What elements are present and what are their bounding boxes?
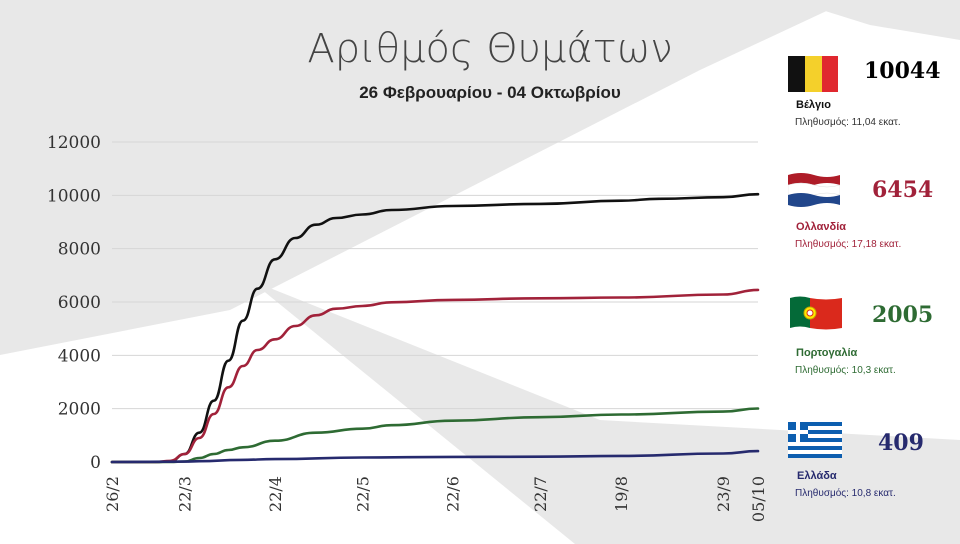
greece-population: Πληθυσμός: 10,8 εκατ.: [795, 488, 896, 499]
series-line: [110, 449, 760, 464]
x-tick-label: 23/9: [714, 476, 733, 512]
bg-gray-bottom-band: [250, 280, 960, 544]
bg-gray-top-left: [0, 0, 850, 355]
netherlands-name: Ολλανδία: [796, 221, 847, 233]
belgium-name: Βέλγιο: [796, 99, 831, 111]
belgium-flag-icon: [788, 56, 838, 92]
belgium-population: Πληθυσμός: 11,04 εκατ.: [795, 117, 901, 128]
portugal-flag-icon: [790, 296, 842, 330]
y-tick-labels: 0 2000 4000 6000 8000 10000 12000: [47, 133, 101, 473]
netherlands-population: Πληθυσμός: 17,18 εκατ.: [795, 239, 902, 250]
x-tick-label: 05/10: [749, 476, 768, 522]
netherlands-flag-icon: [788, 173, 840, 207]
y-tick-label: 8000: [58, 240, 101, 260]
bg-gray-top-right: [790, 0, 960, 40]
chart-subtitle: 26 Φεβρουαρίου - 04 Οκτωβρίου: [359, 83, 621, 102]
x-tick-label: 26/2: [103, 476, 122, 512]
y-tick-label: 10000: [47, 186, 101, 206]
x-tick-label: 22/5: [353, 476, 372, 512]
grid-layer: [112, 141, 758, 410]
x-tick-labels: 26/2 22/3 22/4 22/5 22/6 22/7 19/8 23/9 05/10: [103, 476, 768, 522]
x-tick-label: 22/7: [531, 476, 550, 512]
y-tick-label: 4000: [58, 346, 101, 366]
y-tick-label: 12000: [47, 133, 101, 153]
greece-deaths: 409: [878, 430, 924, 456]
y-tick-label: 2000: [58, 400, 101, 420]
y-tick-label: 6000: [58, 293, 101, 313]
chart-title: Αριθμός Θυμάτων: [307, 26, 673, 72]
x-tick-label: 22/4: [266, 476, 285, 512]
x-tick-label: 22/3: [176, 476, 195, 512]
portugal-name: Πορτογαλία: [796, 347, 858, 359]
x-tick-label: 22/6: [443, 476, 462, 512]
series-line: [110, 288, 760, 464]
netherlands-deaths: 6454: [872, 177, 934, 203]
portugal-deaths: 2005: [872, 302, 934, 328]
belgium-deaths: 10044: [864, 58, 941, 84]
series-lines: [110, 192, 760, 464]
y-tick-label: 0: [90, 453, 101, 473]
series-line: [110, 407, 760, 464]
portugal-population: Πληθυσμός: 10,3 εκατ.: [795, 365, 896, 376]
greece-name: Ελλάδα: [797, 470, 837, 482]
greece-flag-icon: [788, 422, 842, 458]
x-tick-label: 19/8: [612, 476, 631, 512]
